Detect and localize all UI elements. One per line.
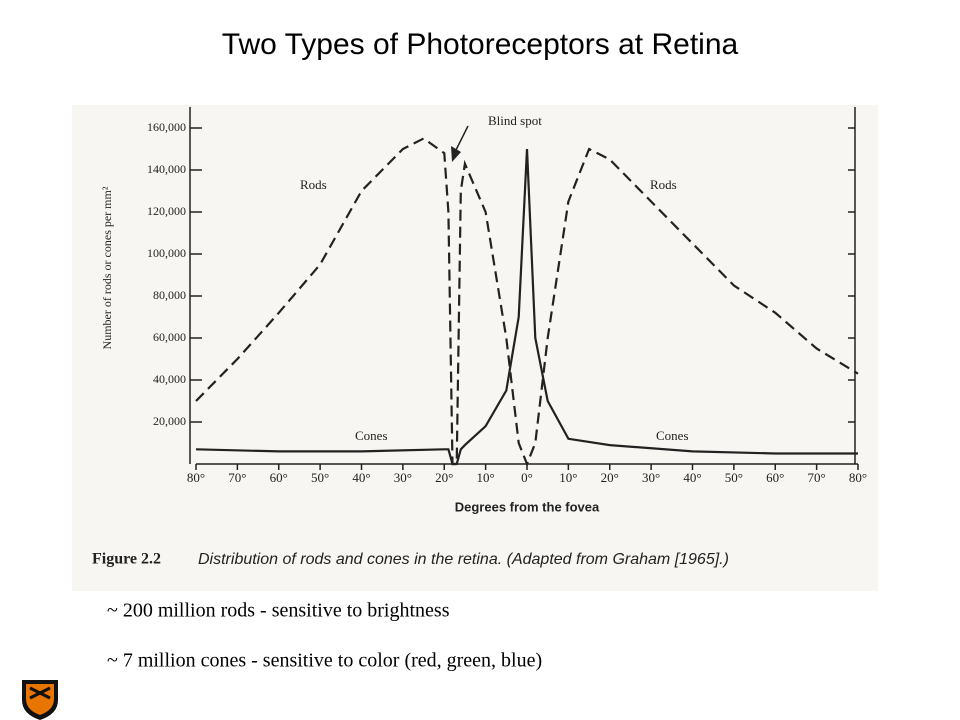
x-tick-label: 80° — [849, 470, 867, 485]
caption: Distribution of rods and cones in the re… — [198, 551, 729, 568]
x-tick-label: 50° — [725, 470, 743, 485]
x-tick-label: 40° — [352, 470, 370, 485]
figure-label: Figure 2.2 — [92, 551, 161, 568]
annotation: Cones — [656, 428, 689, 443]
x-tick-label: 20° — [601, 470, 619, 485]
x-tick-label: 30° — [642, 470, 660, 485]
bullet: ~ 200 million rods - sensitive to bright… — [107, 600, 450, 622]
plot: 20,000 40,000 60,000 80,000 100,000 120,000 14… — [92, 107, 867, 568]
y-axis-label: Number of rods or cones per mm² — [100, 186, 114, 349]
x-tick-label: 0° — [521, 470, 533, 485]
series-line — [195, 148, 858, 466]
y-tick-label: 160,000 — [147, 120, 186, 134]
x-tick-label: 80° — [187, 470, 205, 485]
x-tick-label: 10° — [477, 470, 495, 485]
y-tick-label: 100,000 — [147, 246, 186, 260]
annotation: Rods — [300, 177, 327, 192]
annotation: Blind spot — [488, 113, 542, 128]
y-tick-label: 20,000 — [153, 414, 186, 428]
y-tick-label: 120,000 — [147, 204, 186, 218]
x-axis-label: Degrees from the fovea — [455, 499, 600, 514]
x-tick-label: 60° — [766, 470, 784, 485]
figure-scan — [72, 105, 878, 591]
y-tick-label: 60,000 — [153, 330, 186, 344]
annotation: Cones — [355, 428, 388, 443]
arrow-head — [451, 146, 461, 162]
y-tick-label: 140,000 — [147, 162, 186, 176]
x-tick-label: 50° — [311, 470, 329, 485]
x-tick-label: 60° — [270, 470, 288, 485]
slide-title: Two Types of Photoreceptors at Retina — [222, 28, 739, 61]
x-tick-label: 70° — [228, 470, 246, 485]
x-tick-label: 40° — [683, 470, 701, 485]
bullet: ~ 7 million cones - sensitive to color (… — [107, 650, 542, 672]
y-tick-label: 40,000 — [153, 372, 186, 386]
logo — [22, 680, 58, 720]
series-line — [195, 137, 859, 467]
x-tick-label: 30° — [394, 470, 412, 485]
annotation: Rods — [650, 177, 677, 192]
arrow — [455, 125, 469, 151]
x-tick-label: 70° — [808, 470, 826, 485]
y-tick-label: 80,000 — [153, 288, 186, 302]
x-tick-label: 10° — [559, 470, 577, 485]
x-tick-label: 20° — [435, 470, 453, 485]
